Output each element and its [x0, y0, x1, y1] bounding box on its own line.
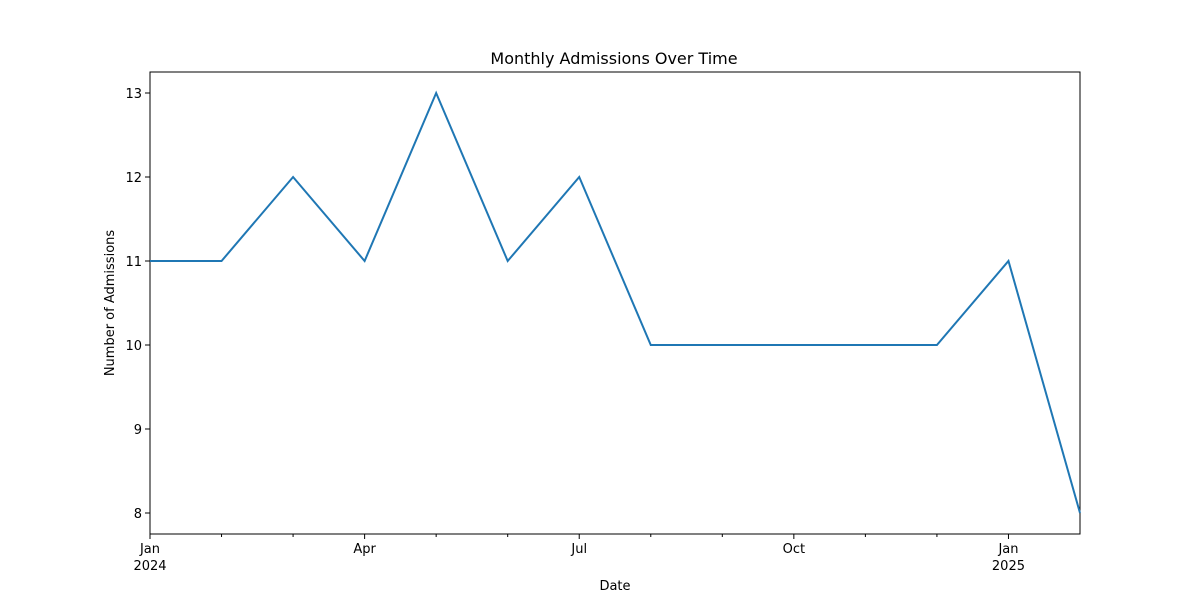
x-tick-label: Oct — [783, 542, 805, 557]
y-tick-label: 8 — [134, 507, 142, 522]
admissions-series-line — [150, 90, 1081, 514]
x-tick-year-label: 2025 — [992, 559, 1025, 574]
x-tick-label: Jul — [570, 542, 587, 557]
y-axis-label: Number of Admissions — [103, 230, 118, 377]
series-layer — [149, 90, 1081, 514]
x-axis-label: Date — [599, 579, 630, 594]
x-axis: Jan 2024 Apr Jul Oct Jan 2025 — [133, 534, 1025, 574]
y-axis: 8 9 10 11 12 13 — [125, 87, 150, 522]
chart-title: Monthly Admissions Over Time — [490, 49, 737, 68]
plot-frame — [149, 71, 1081, 535]
y-tick-label: 13 — [125, 87, 142, 102]
y-tick-label: 12 — [125, 171, 142, 186]
y-tick-label: 10 — [125, 339, 142, 354]
x-tick-label: Jan — [997, 542, 1018, 557]
y-tick-label: 11 — [125, 255, 142, 270]
x-tick-label: Jan — [139, 542, 160, 557]
y-tick-label: 9 — [134, 423, 142, 438]
x-tick-label: Apr — [353, 542, 376, 557]
x-tick-year-label: 2024 — [133, 559, 166, 574]
